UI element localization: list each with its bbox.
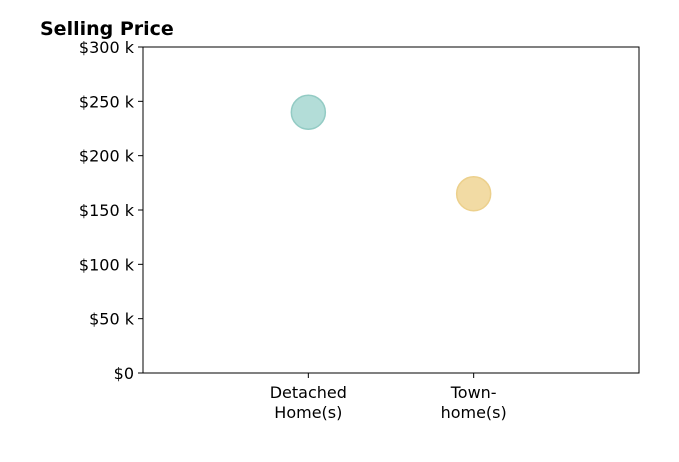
x-tick-label: Detached (270, 383, 347, 402)
x-tick-label: home(s) (441, 403, 507, 422)
y-tick-label: $50 k (89, 310, 135, 329)
data-point (455, 175, 492, 212)
x-tick-label: Home(s) (274, 403, 342, 422)
y-tick-label: $200 k (79, 147, 135, 166)
y-tick-label: $100 k (79, 255, 135, 274)
y-tick-label: $250 k (79, 92, 135, 111)
chart-title: Selling Price (40, 18, 174, 40)
x-tick-label: Town- (450, 383, 497, 402)
plot-frame (142, 46, 640, 374)
data-point (290, 94, 327, 130)
y-axis: $0 $50 k $100 k $150 k $200 k $250 k $300 k (79, 38, 143, 383)
y-tick-label: $300 k (79, 38, 135, 57)
points-layer (290, 94, 492, 212)
y-tick-label: $150 k (79, 201, 135, 220)
y-tick-label: $0 (114, 364, 134, 383)
